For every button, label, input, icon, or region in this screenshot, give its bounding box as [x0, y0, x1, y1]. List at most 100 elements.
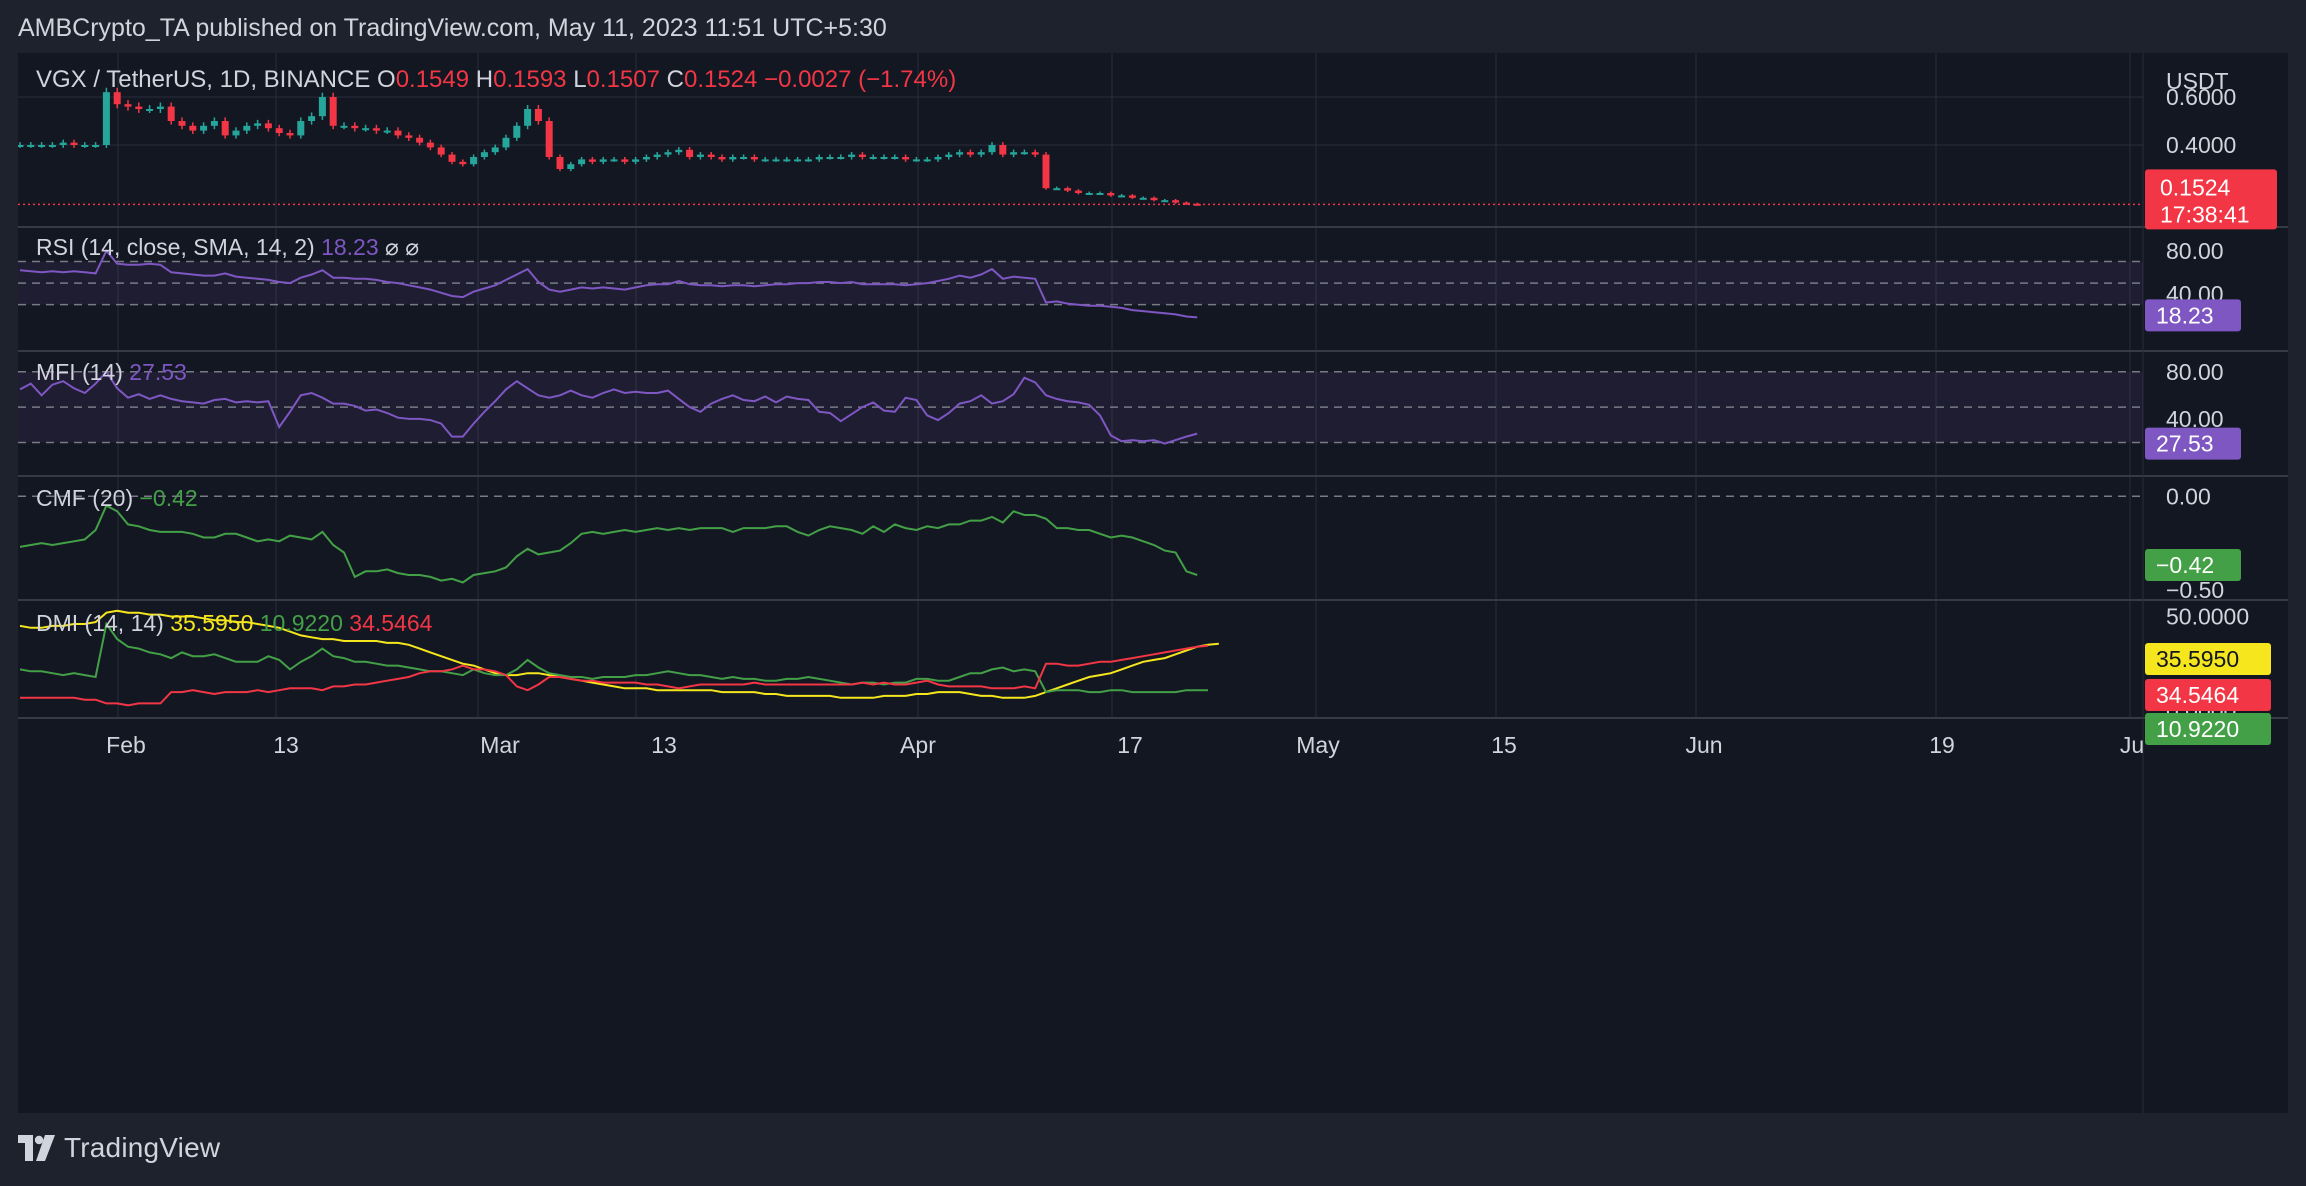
time-axis-tick: Feb [106, 732, 146, 758]
open-value: 0.1549 [396, 66, 476, 93]
dmi-adx-value: 35.5950 [170, 610, 260, 636]
dmi-diplus-value: 10.9220 [260, 610, 350, 636]
candle-body [210, 121, 218, 126]
candle-body [102, 92, 110, 145]
rsi-value-badge-value: 18.23 [2156, 302, 2214, 328]
candle-body [740, 157, 748, 159]
dmi-legend: DMI (14, 14) 35.5950 10.9220 34.5464 [36, 610, 433, 636]
candle-body [869, 157, 877, 159]
candle-body [178, 121, 186, 126]
rsi-value-badge [2145, 299, 2241, 332]
cmf-axis-tick: −0.50 [2166, 577, 2224, 603]
candle-body [1096, 193, 1104, 195]
candle-body [448, 154, 456, 162]
published-header: AMBCrypto_TA published on TradingView.co… [18, 14, 887, 42]
candle-body [329, 97, 337, 126]
cmf-legend: CMF (20) −0.42 [36, 485, 198, 511]
candle-body [718, 157, 726, 160]
low-label: L [573, 66, 586, 93]
cmf-value-badge-value: −0.42 [2156, 552, 2214, 578]
candle-body [761, 159, 769, 162]
candle-body [610, 159, 618, 162]
candle-body [653, 154, 661, 157]
candle-body [1150, 197, 1158, 201]
candle-body [232, 130, 240, 136]
dmi-adx-badge [2145, 643, 2271, 675]
mfi-value-badge [2145, 427, 2241, 460]
candle-body [1064, 188, 1072, 191]
candle-body [1042, 154, 1050, 189]
dmi-diminus-badge-value: 34.5464 [2156, 682, 2239, 708]
candle-body [956, 152, 964, 155]
mfi-value: 27.53 [129, 359, 187, 385]
dmi-adx-line [19, 609, 1219, 699]
candle-body [902, 157, 910, 160]
close-value: 0.1524 [684, 66, 764, 93]
candle-body [38, 145, 46, 147]
candle-body [70, 142, 78, 145]
candle-body [772, 159, 780, 162]
time-axis-tick: Mar [480, 732, 520, 758]
candle-body [362, 128, 370, 131]
candle-body [405, 135, 413, 138]
candle-body [221, 121, 229, 136]
dmi-title: DMI (14, 14) [36, 610, 170, 636]
candle-body [1020, 152, 1028, 155]
cmf-value-badge [2145, 549, 2241, 581]
rsi-line [19, 248, 1198, 319]
chart-frame [18, 53, 2288, 1113]
candle-body [1182, 202, 1190, 205]
candle-body [858, 154, 866, 157]
high-label: H [476, 66, 493, 93]
candle-body [426, 142, 434, 148]
brand-footer[interactable]: TradingView [18, 1132, 220, 1164]
candle-body [707, 154, 715, 157]
candle-body [394, 130, 402, 136]
candle-body [59, 142, 67, 145]
rsi-title: RSI (14, close, SMA, 14, 2) [36, 234, 321, 260]
candle-body [480, 152, 488, 157]
candle-body [686, 149, 694, 157]
mfi-axis-tick: 40.00 [2166, 406, 2224, 432]
candle-body [1074, 190, 1082, 193]
candle-body [880, 157, 888, 159]
candle-body [81, 145, 89, 147]
price-legend: VGX / TetherUS, 1D, BINANCE O0.1549 H0.1… [36, 66, 956, 93]
cmf-line [19, 504, 1198, 584]
tradingview-logo-icon [18, 1135, 55, 1161]
candle-body [999, 145, 1007, 155]
candle-body [945, 154, 953, 157]
candle-body [621, 159, 629, 162]
candle-body [1085, 193, 1093, 195]
candle-body [200, 125, 208, 131]
candle-body [372, 128, 380, 131]
time-axis-tick: Apr [900, 732, 936, 758]
candle-body [437, 147, 445, 155]
change-value: −0.0027 (−1.74%) [764, 66, 956, 93]
rsi-na: ⌀ ⌀ [385, 234, 419, 260]
candle-body [966, 152, 974, 155]
candle-body [124, 104, 132, 107]
candle-body [286, 133, 294, 136]
candle-body [1161, 200, 1169, 203]
mfi-legend: MFI (14) 27.53 [36, 359, 187, 385]
last-price-badge [2145, 169, 2277, 230]
candle-body [156, 106, 164, 109]
candle-body [459, 161, 467, 165]
low-value: 0.1507 [587, 66, 667, 93]
candle-body [891, 157, 899, 159]
candle-body [470, 157, 478, 165]
candle-body [491, 147, 499, 153]
candle-body [92, 145, 100, 147]
candle-body [113, 92, 121, 105]
candle-body [750, 157, 758, 160]
tradingview-wordmark: TradingView [64, 1132, 221, 1163]
rsi-axis-tick: 80.00 [2166, 238, 2224, 264]
dmi-diplus-badge [2145, 713, 2271, 745]
candle-body [254, 123, 262, 126]
candle-body [524, 109, 532, 126]
high-value: 0.1593 [493, 66, 573, 93]
candle-body [815, 157, 823, 160]
time-axis-tick: 13 [273, 732, 299, 758]
